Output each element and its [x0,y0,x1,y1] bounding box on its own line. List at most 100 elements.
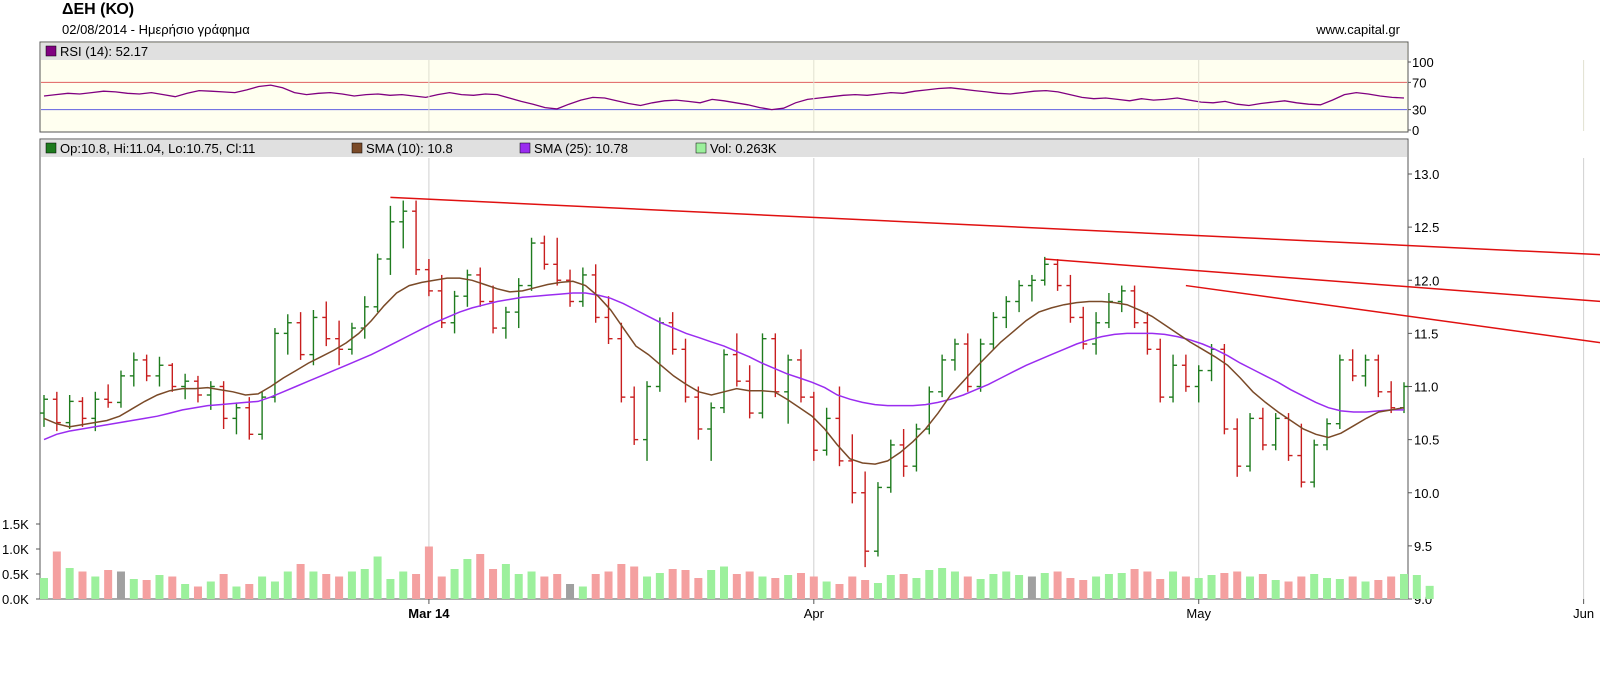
volume-bar [386,579,395,599]
ohlc-bar [104,384,113,408]
ohlc-bar [78,397,87,427]
volume-bar [950,571,959,599]
volume-bar [1156,579,1165,599]
x-axis: Mar 14AprMayJunJulAug [408,599,1594,621]
volume-bar [989,574,998,599]
ohlc-bar [219,381,228,429]
volume-bar [1130,569,1139,599]
ohlc-bar [181,373,190,400]
volume-bar [296,564,305,599]
volume-bar [1143,571,1152,599]
ohlc-bar [1348,349,1357,382]
ohlc-bar [835,386,844,467]
ohlc-bar [578,267,587,307]
ohlc-bar [193,375,202,403]
ohlc-bar [809,391,818,461]
volume-bar [1040,573,1049,599]
ohlc-bar [1246,413,1255,472]
ohlc-bar [784,354,793,424]
ohlc-bar [1361,354,1370,387]
volume-bar [1246,576,1255,599]
ohlc-bar [245,397,254,440]
ohlc-bar [707,402,716,461]
volume-bar [976,579,985,599]
volume-tick-label: 0.0K [2,592,29,607]
volume-bar [771,578,780,599]
ohlc-bar [1117,285,1126,313]
ohlc-bar [527,237,536,291]
ohlc-bar [745,365,754,419]
sma25-line [43,292,1404,441]
volume-bar [219,574,228,599]
volume-bar [886,575,895,599]
rsi-tick-label: 100 [1412,55,1434,70]
rsi-legend-swatch [45,45,57,57]
ohlc-bar [463,269,472,307]
volume-bar [655,573,664,599]
trendline-2 [1185,284,1600,344]
ohlc-bar [501,306,510,339]
ohlc-bar [309,310,318,366]
volume-bar [1387,576,1396,599]
volume-bar [1297,576,1306,599]
ohlc-bar [1194,365,1203,403]
volume-bar [373,556,382,599]
ohlc-bar [630,386,639,445]
volume-bar [489,569,498,599]
ohlc-bar [1323,418,1332,451]
rsi-line [43,84,1405,111]
volume-bar [643,576,652,599]
volume-bar [1400,574,1408,599]
volume-bar [181,584,190,599]
ohlc-bar [335,320,344,366]
volume-bar [155,575,164,599]
volume-bar [784,575,793,599]
volume-bar [142,580,151,599]
volume-bar [322,574,331,599]
volume-bar [1092,576,1101,599]
trendline-0 [390,196,1600,256]
ohlc-bar [142,354,151,382]
ohlc-bar [668,312,677,355]
volume-bar [335,576,344,599]
ohlc-bar [1220,344,1229,435]
ohlc-bar [91,391,100,432]
volume-bar [861,580,870,599]
volume-bar [437,576,446,599]
ohlc-bar [617,322,626,403]
volume-bar [412,574,421,599]
ohlc-bar [1169,354,1178,403]
ohlc-bar [938,354,947,398]
price-legend-bar [41,140,1407,157]
volume-bar [1015,575,1024,599]
rsi-tick-label: 30 [1412,103,1426,118]
price-panel: 13.012.512.011.511.010.510.09.59.0Op:10.… [40,141,1600,607]
x-tick-label: May [1186,606,1211,621]
price-tick-label: 13.0 [1414,167,1439,182]
volume-bar [899,574,908,599]
ohlc-bar [373,253,382,313]
volume-bar [527,571,536,599]
ohlc-bar [566,269,575,307]
volume-tick-label: 0.5K [2,567,29,582]
price-tick-label: 12.0 [1414,273,1439,288]
volume-bar [732,574,741,599]
volume-bar [91,576,100,599]
volume-bar [104,570,113,599]
volume-bar [1335,579,1344,599]
ohlc-bar [758,333,767,419]
price-legend-label-1: SMA (10): 10.8 [366,141,453,156]
volume-bar [1053,571,1062,599]
volume-bar [1361,581,1370,599]
volume-bar [1207,575,1216,599]
volume-bar [681,570,690,599]
ohlc-bar [963,333,972,392]
volume-bar [553,574,562,599]
volume-bar [938,568,947,599]
volume-bar [720,566,728,599]
x-tick-label: Jun [1573,606,1594,621]
price-legend-label-3: Vol: 0.263K [710,141,777,156]
ohlc-bar [322,301,331,347]
site-link[interactable]: www.capital.gr [1316,22,1400,37]
